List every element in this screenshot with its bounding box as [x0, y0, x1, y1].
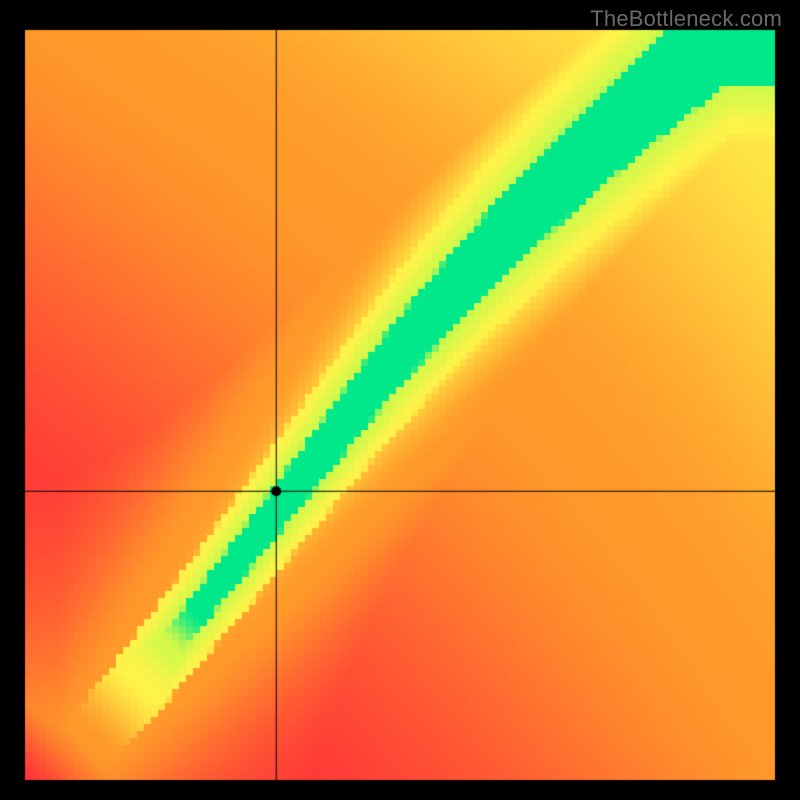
- bottleneck-heatmap-canvas: [0, 0, 800, 800]
- watermark-text: TheBottleneck.com: [590, 6, 782, 32]
- chart-container: TheBottleneck.com: [0, 0, 800, 800]
